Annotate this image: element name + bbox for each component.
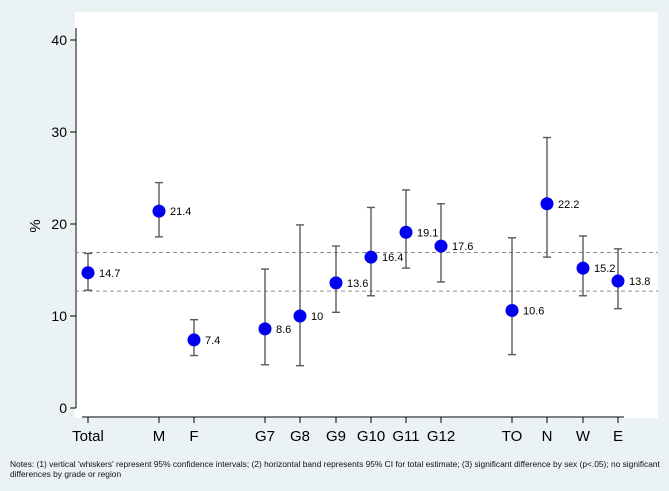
data-point [434, 239, 448, 253]
data-label: 10.6 [523, 305, 544, 317]
x-tick-label: F [189, 428, 198, 445]
chart-notes: Notes: (1) vertical 'whiskers' represent… [10, 459, 660, 479]
y-tick-label: 10 [51, 308, 67, 324]
y-tick-label: 20 [51, 216, 67, 232]
y-tick-label: 40 [51, 32, 67, 48]
data-label: 8.6 [276, 324, 291, 336]
data-point [152, 204, 166, 218]
data-label: 13.6 [347, 278, 368, 290]
data-point [329, 276, 343, 290]
x-tick-label: M [153, 428, 166, 445]
x-tick-label: G11 [392, 428, 419, 445]
data-point [364, 250, 378, 264]
y-axis-label: % [27, 219, 44, 232]
data-label: 17.6 [452, 241, 473, 253]
data-label: 16.4 [382, 252, 403, 264]
data-label: 22.2 [558, 199, 579, 211]
y-tick-label: 30 [51, 124, 67, 140]
data-label: 13.8 [629, 276, 650, 288]
data-point [611, 274, 625, 288]
x-tick-label: G10 [357, 428, 385, 445]
data-point [399, 225, 413, 239]
data-label: 14.7 [99, 268, 120, 280]
x-tick-label: G9 [326, 428, 346, 445]
data-label: 7.4 [205, 335, 220, 347]
plot-area [75, 12, 658, 418]
data-point [540, 197, 554, 211]
x-tick-label: E [613, 428, 623, 445]
data-point [576, 261, 590, 275]
x-tick-label: G8 [290, 428, 310, 445]
x-tick-label: Total [72, 428, 104, 445]
x-tick-label: G12 [427, 428, 455, 445]
x-tick-label: W [576, 428, 591, 445]
x-tick-label: N [542, 428, 553, 445]
data-label: 15.2 [594, 263, 615, 275]
data-point [81, 266, 95, 280]
data-point [293, 309, 307, 323]
x-tick-label: TO [502, 428, 523, 445]
x-tick-label: G7 [255, 428, 275, 445]
data-point [258, 322, 272, 336]
data-label: 21.4 [170, 206, 191, 218]
y-tick-label: 0 [59, 400, 67, 416]
data-point [187, 333, 201, 347]
data-label: 10 [311, 311, 323, 323]
data-label: 19.1 [417, 227, 438, 239]
data-point [505, 303, 519, 317]
